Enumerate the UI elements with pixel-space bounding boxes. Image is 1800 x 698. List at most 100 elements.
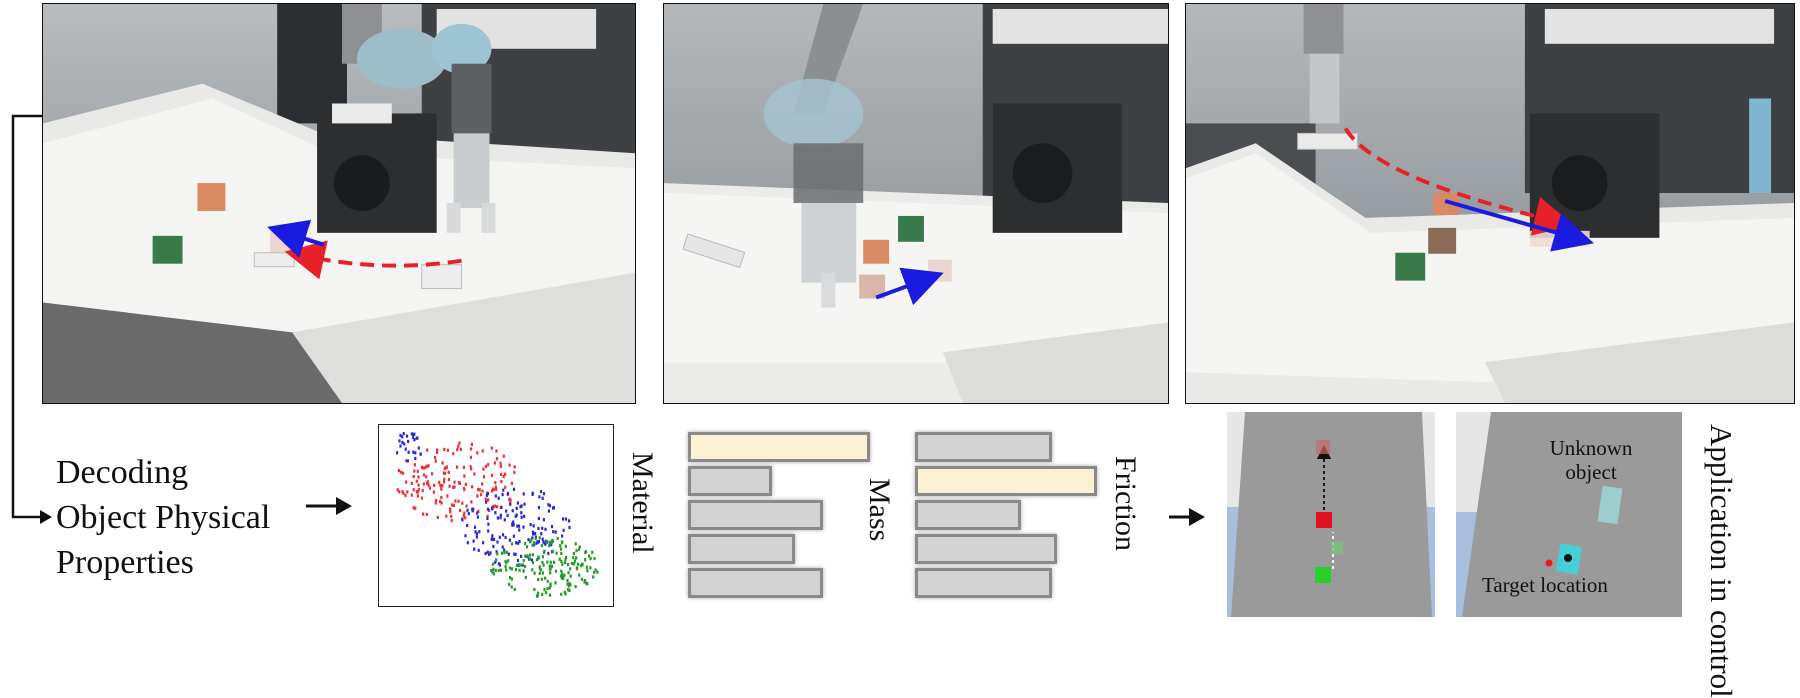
embedding-point [496, 540, 499, 544]
embedding-point [568, 525, 571, 530]
embedding-point [573, 559, 577, 563]
embedding-point [482, 475, 486, 479]
friction-bar-5 [915, 568, 1052, 598]
embedding-point [542, 492, 546, 496]
embedding-point [486, 507, 490, 511]
embedding-point [471, 509, 474, 513]
embedding-point [404, 447, 407, 451]
embedding-point [577, 547, 581, 551]
embedding-point [491, 562, 495, 566]
embedding-point [566, 582, 569, 586]
embedding-point [493, 537, 496, 542]
embedding-point [528, 557, 531, 561]
embedding-point [414, 506, 417, 510]
embedding-point [547, 509, 550, 513]
embedding-point [559, 544, 562, 548]
embedding-point [404, 493, 407, 497]
embedding-point [567, 571, 570, 575]
embedding-point [416, 490, 419, 494]
embedding-point [564, 557, 567, 561]
embedding-point [452, 485, 455, 489]
embedding-point [527, 538, 530, 542]
embedding-point [560, 569, 563, 573]
embedding-point [584, 550, 587, 555]
embedding-point [450, 514, 453, 518]
embedding-point [464, 534, 467, 538]
embedding-point [515, 563, 519, 567]
embedding-point [492, 572, 495, 576]
application-label-line-1: Application [1704, 424, 1739, 571]
embedding-point [544, 527, 547, 531]
embedding-point [491, 537, 494, 541]
embedding-point [417, 483, 420, 487]
embedding-point [568, 588, 571, 592]
embedding-point [474, 530, 477, 534]
embedding-point [469, 455, 473, 459]
embedding-point [432, 490, 435, 494]
embedding-point [501, 545, 504, 549]
embedding-point [486, 516, 489, 520]
embedding-point [535, 558, 539, 562]
embedding-point [490, 473, 494, 477]
embedding-point [456, 448, 459, 452]
embedding-point [402, 471, 405, 475]
embedding-point [494, 568, 497, 572]
embedding-point [503, 551, 506, 555]
mass-bar-5 [688, 568, 823, 598]
embedding-point [522, 525, 525, 529]
embedding-point [523, 502, 526, 506]
embedding-point [493, 504, 497, 508]
elbow-arrow-icon [11, 114, 52, 524]
embedding-point [470, 442, 473, 446]
embedding-point [426, 448, 429, 452]
embedding-point [572, 556, 575, 560]
embedding-point [496, 552, 499, 556]
embedding-point [494, 511, 497, 515]
embedding-point [461, 518, 464, 522]
embedding-point [434, 456, 437, 460]
robot-scene-photo-3 [1185, 3, 1795, 404]
embedding-point [541, 555, 544, 559]
embedding-point [542, 540, 545, 544]
embedding-point [511, 523, 514, 527]
decoding-label-line-1: Decoding [56, 454, 189, 491]
embedding-point [569, 574, 572, 578]
embedding-point [566, 579, 569, 583]
embedding-point [440, 487, 443, 491]
embedding-point [435, 499, 438, 503]
embedding-point [440, 484, 443, 488]
embedding-point [568, 582, 571, 586]
embedding-point [499, 461, 502, 465]
embedding-point [593, 557, 596, 561]
embedding-point [591, 550, 594, 554]
embedding-point [507, 559, 510, 563]
embedding-point [414, 451, 417, 455]
friction-bars [915, 432, 1100, 602]
embedding-point [566, 563, 570, 567]
embedding-point [427, 464, 430, 468]
embedding-point [524, 554, 527, 558]
embedding-point [513, 465, 516, 469]
embedding-point [562, 517, 565, 521]
embedding-point [407, 439, 410, 444]
embedding-point [534, 536, 537, 541]
embedding-point [533, 543, 536, 547]
embedding-point [498, 563, 501, 567]
simulation-view-1 [1227, 412, 1435, 617]
embedding-point [440, 495, 443, 500]
embedding-point [544, 591, 548, 595]
embedding-point [572, 562, 576, 566]
embedding-point [425, 465, 428, 469]
embedding-point [510, 577, 513, 581]
embedding-point [439, 500, 442, 504]
embedding-point [403, 442, 406, 446]
embedding-point [545, 540, 548, 544]
embedding-point [552, 530, 555, 534]
embedding-point [472, 539, 475, 543]
embedding-point [541, 537, 544, 541]
application-label-line-2: in control [1704, 578, 1739, 698]
embedding-point [473, 525, 477, 529]
embedding-point [534, 531, 537, 536]
embedding-point [459, 447, 462, 451]
embedding-point [513, 587, 516, 591]
